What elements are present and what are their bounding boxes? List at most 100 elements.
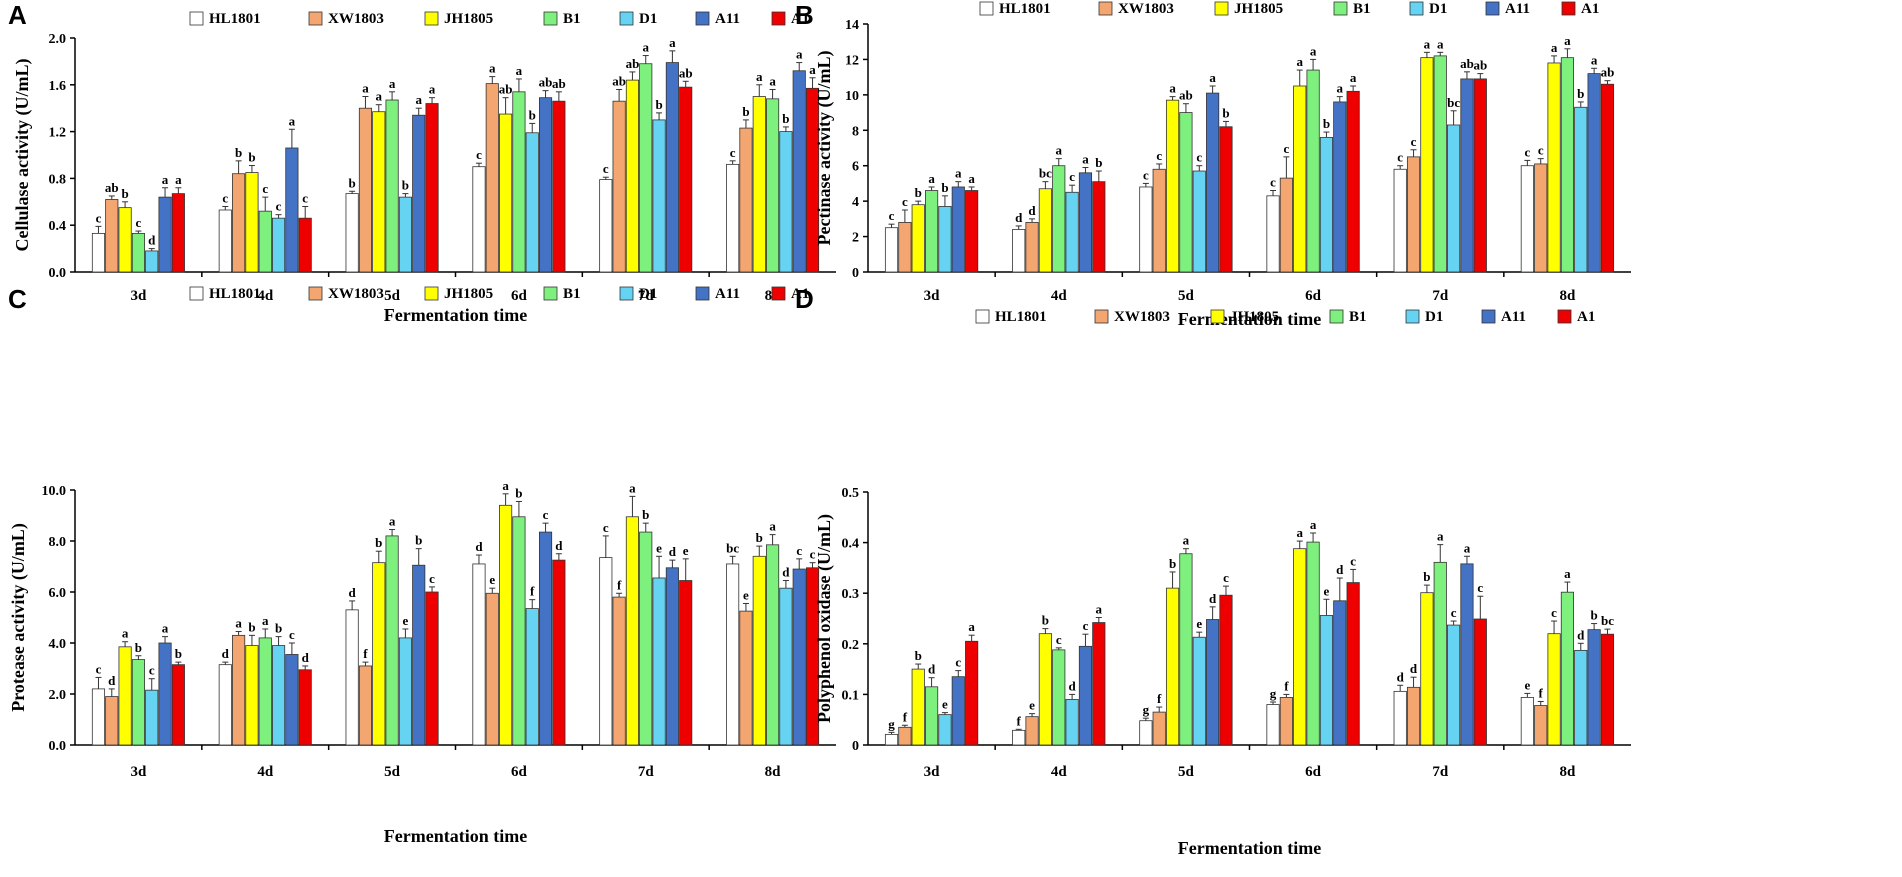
significance-letter: b	[248, 619, 255, 634]
x-tick-label: 5d	[1178, 764, 1195, 780]
significance-letter: a	[362, 81, 369, 96]
legend-label: JH1805	[1234, 1, 1283, 17]
bar-xw1803	[1534, 705, 1548, 746]
bar-hl1801	[472, 166, 486, 273]
significance-letter: a	[502, 478, 509, 493]
bar-xw1803	[105, 199, 119, 273]
legend-swatch	[1485, 1, 1500, 16]
bar-hl1801	[726, 563, 740, 746]
significance-letter: d	[108, 673, 116, 688]
significance-letter: d	[148, 233, 156, 248]
significance-letter: a	[162, 621, 169, 636]
significance-letter: c	[1069, 169, 1075, 184]
bar-hl1801	[884, 733, 899, 746]
legend-label: A11	[715, 286, 740, 302]
bar-a11	[951, 676, 965, 746]
bar-d1	[779, 131, 793, 273]
x-tick-label: 6d	[1305, 764, 1322, 780]
significance-letter: c	[796, 543, 802, 558]
x-tick-label: 3d	[924, 764, 941, 780]
legend-swatch	[1094, 309, 1109, 324]
significance-letter: a	[1296, 525, 1303, 540]
legend-label: A11	[715, 11, 740, 27]
legend-swatch	[1409, 1, 1424, 16]
legend: HL1801 XW1803 JH1805 B1 D1 A11 A1	[189, 286, 809, 302]
legend-label: XW1803	[328, 11, 384, 27]
bar-b1	[1433, 55, 1447, 273]
significance-letter: b	[529, 107, 536, 122]
legend-label: B1	[1353, 1, 1371, 17]
bar-b1	[512, 516, 526, 746]
x-tick-label: 4d	[1051, 288, 1068, 304]
bar-hl1801	[218, 209, 232, 273]
significance-letter: d	[349, 585, 357, 600]
significance-letter: a	[1169, 81, 1176, 96]
bar-d1	[398, 637, 412, 746]
legend-swatch	[695, 286, 710, 301]
significance-letter: c	[1350, 553, 1356, 568]
bar-d1	[938, 714, 952, 746]
significance-letter: e	[1324, 583, 1330, 598]
significance-letter: b	[235, 145, 242, 160]
significance-letter: b	[742, 104, 749, 119]
significance-letter: a	[489, 61, 496, 76]
bar-hl1801	[599, 179, 613, 273]
significance-letter: c	[1397, 150, 1403, 165]
bar-a1	[1473, 618, 1487, 746]
x-tick-label: 6d	[511, 288, 528, 304]
significance-letter: e	[489, 572, 495, 587]
x-tick-label: 5d	[384, 764, 401, 780]
significance-letter: c	[136, 215, 142, 230]
bar-a11	[792, 568, 806, 746]
bar-d1	[525, 132, 539, 273]
x-tick-label: 7d	[1432, 764, 1449, 780]
significance-letter: b	[756, 530, 763, 545]
y-tick-label: 0.0	[49, 266, 67, 281]
significance-letter: c	[96, 210, 102, 225]
x-tick-label: 4d	[257, 764, 274, 780]
bar-b1	[385, 535, 399, 746]
bar-a11	[158, 196, 172, 273]
bar-xw1803	[358, 665, 373, 746]
bar-a11	[158, 642, 172, 746]
significance-letter: e	[1524, 677, 1530, 692]
y-tick-label: 0.0	[49, 739, 67, 754]
significance-letter: b	[642, 507, 649, 522]
significance-letter: c	[302, 190, 308, 205]
significance-letter: f	[1539, 685, 1544, 700]
bar-a11	[412, 114, 426, 273]
y-axis-title: Polyphenol oxidase (U/mL)	[814, 514, 835, 723]
y-axis-title: Cellulase activity (U/mL)	[12, 59, 33, 252]
bar-d1	[652, 119, 666, 273]
bar-b1	[512, 91, 526, 273]
significance-letter: c	[289, 627, 295, 642]
significance-letter: c	[1223, 570, 1229, 585]
bar-xw1803	[105, 696, 119, 746]
significance-letter: e	[1029, 698, 1035, 713]
legend-label: A11	[1501, 309, 1526, 325]
bar-a1	[298, 217, 312, 273]
significance-letter: ab	[1473, 58, 1487, 73]
bar-a11	[792, 70, 806, 273]
y-tick-label: 0.3	[842, 587, 860, 602]
bar-b1	[925, 686, 939, 746]
bar-hl1801	[1012, 229, 1026, 273]
significance-letter: f	[903, 709, 908, 724]
bar-d1	[272, 217, 286, 273]
bar-b1	[766, 544, 780, 746]
bar-jh1805	[372, 111, 386, 273]
significance-letter: a	[1082, 151, 1089, 166]
significance-letter: e	[683, 543, 689, 558]
legend-swatch	[1098, 1, 1113, 16]
bar-jh1805	[372, 562, 386, 746]
significance-letter: a	[643, 40, 650, 55]
significance-letter: a	[769, 73, 776, 88]
bar-jh1805	[625, 79, 639, 273]
legend-swatch	[189, 11, 204, 26]
significance-letter: a	[1096, 601, 1103, 616]
significance-letter: b	[1095, 155, 1102, 170]
legend-swatch	[695, 11, 710, 26]
significance-letter: d	[1015, 210, 1023, 225]
bar-b1	[1306, 69, 1320, 273]
bar-jh1805	[911, 668, 925, 746]
